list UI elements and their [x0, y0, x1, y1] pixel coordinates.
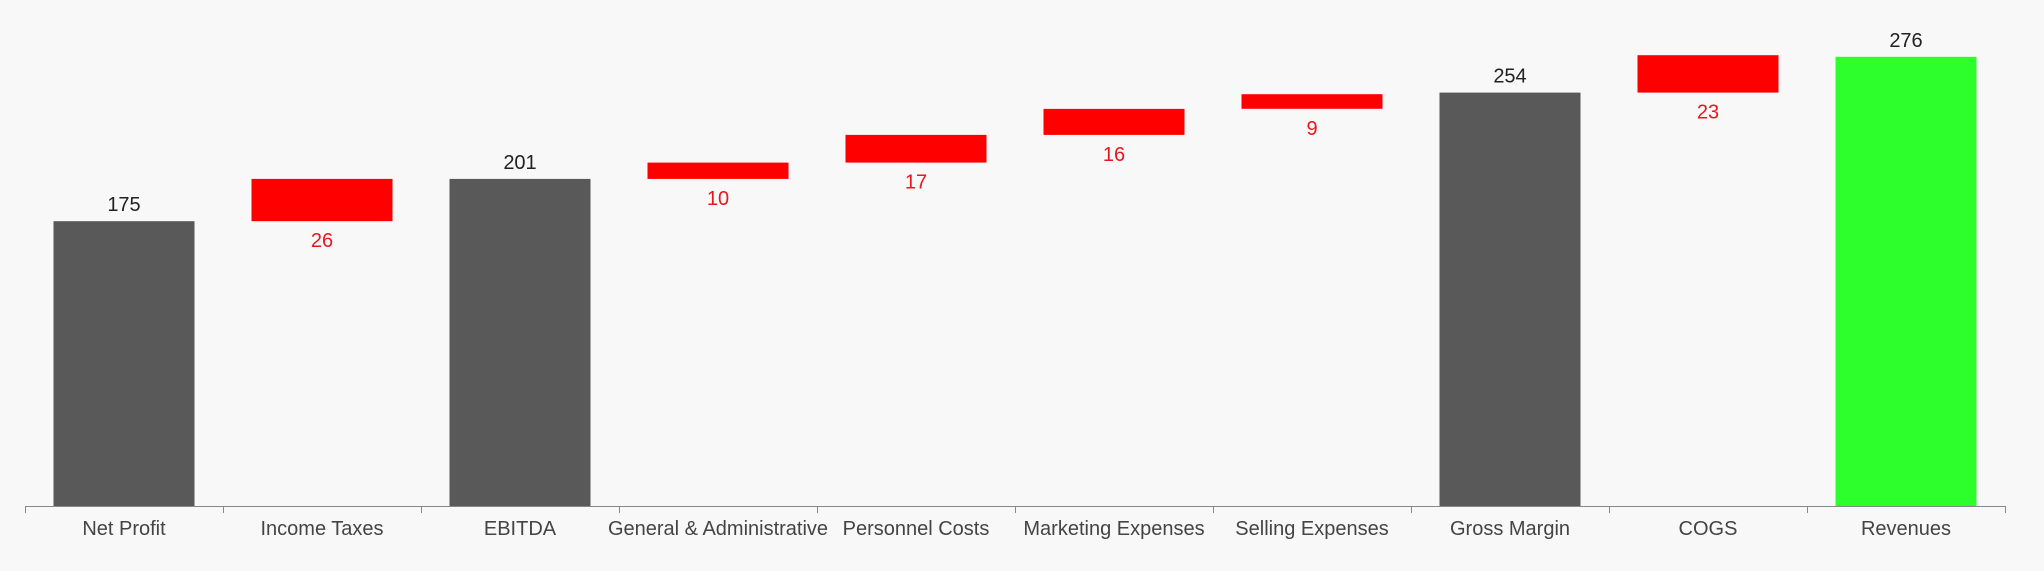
value-label-ebitda: 201 — [503, 152, 536, 174]
bar-net-profit — [53, 221, 195, 506]
value-labels-layer: 175 26 201 10 17 16 9 254 23 276 — [107, 30, 1922, 252]
value-label-income-taxes: 26 — [311, 230, 333, 252]
x-tick-label-cogs: COGS — [1679, 518, 1738, 540]
x-tick-label-revenues: Revenues — [1861, 518, 1951, 540]
bar-gross-margin — [1439, 92, 1581, 506]
x-tick-label-net-profit: Net Profit — [82, 518, 166, 540]
bar-income-taxes — [251, 178, 393, 222]
bar-personnel-costs — [845, 134, 987, 163]
x-tick-label-income-taxes: Income Taxes — [260, 518, 383, 540]
value-label-general-and-administrative: 10 — [707, 188, 729, 210]
x-tick-label-personnel-costs: Personnel Costs — [843, 518, 990, 540]
bar-ebitda — [449, 178, 591, 506]
value-label-personnel-costs: 17 — [905, 172, 927, 194]
x-tick-label-ebitda: EBITDA — [484, 518, 557, 540]
x-tick-label-gross-margin: Gross Margin — [1450, 518, 1570, 540]
bar-revenues — [1835, 56, 1977, 507]
bars-layer — [53, 55, 1977, 507]
bar-marketing-expenses — [1043, 108, 1185, 135]
bar-cogs — [1637, 55, 1779, 93]
x-tick-label-general-and-administrative: General & Administrative — [608, 518, 828, 540]
x-tick-label-marketing-expenses: Marketing Expenses — [1023, 518, 1204, 540]
bar-selling-expenses — [1241, 94, 1383, 109]
value-label-revenues: 276 — [1889, 30, 1922, 52]
x-tick-label-selling-expenses: Selling Expenses — [1235, 518, 1388, 540]
value-label-selling-expenses: 9 — [1306, 118, 1317, 140]
value-label-cogs: 23 — [1697, 102, 1719, 124]
bar-general-and-administrative — [647, 162, 789, 179]
x-axis: Net Profit Income Taxes EBITDA General & Ad… — [25, 506, 2006, 540]
value-label-net-profit: 175 — [107, 194, 140, 216]
value-label-gross-margin: 254 — [1493, 66, 1526, 88]
value-label-marketing-expenses: 16 — [1103, 144, 1125, 166]
